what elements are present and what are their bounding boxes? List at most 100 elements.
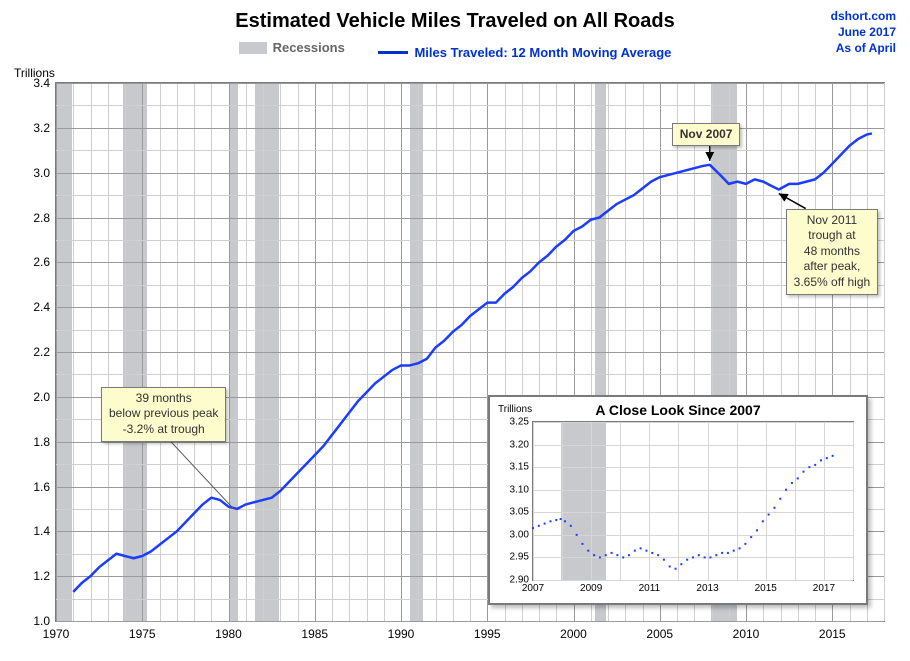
inset-marker bbox=[797, 477, 799, 479]
y-tick-label: 1.0 bbox=[33, 614, 50, 628]
inset-marker bbox=[640, 547, 642, 549]
legend: Recessions Miles Traveled: 12 Month Movi… bbox=[0, 40, 910, 60]
inset-x-tick-label: 2015 bbox=[755, 583, 777, 594]
source-date: June 2017 bbox=[838, 25, 896, 39]
inset-marker bbox=[581, 543, 583, 545]
annotation-arrow bbox=[779, 193, 806, 208]
y-tick-label: 2.8 bbox=[33, 211, 50, 225]
inset-marker bbox=[791, 482, 793, 484]
inset-marker bbox=[785, 489, 787, 491]
inset-marker bbox=[820, 459, 822, 461]
inset-marker bbox=[657, 554, 659, 556]
annotation-2011-trough: Nov 2011trough at48 monthsafter peak,3.6… bbox=[786, 209, 879, 295]
legend-recessions-label: Recessions bbox=[273, 40, 345, 55]
x-tick-label: 1980 bbox=[215, 627, 242, 641]
inset-marker bbox=[686, 559, 688, 561]
inset-marker bbox=[698, 554, 700, 556]
inset-y-tick-label: 2.95 bbox=[510, 552, 529, 563]
inset-marker bbox=[704, 556, 706, 558]
inset-marker bbox=[544, 523, 546, 525]
inset-marker bbox=[605, 554, 607, 556]
inset-marker bbox=[549, 520, 551, 522]
inset-marker bbox=[576, 534, 578, 536]
inset-marker bbox=[739, 547, 741, 549]
inset-marker bbox=[651, 552, 653, 554]
inset-y-tick-label: 3.20 bbox=[510, 439, 529, 450]
plot-area: Trillions A Close Look Since 2007 2.902.… bbox=[55, 82, 885, 622]
inset-title: A Close Look Since 2007 bbox=[490, 402, 866, 418]
inset-marker bbox=[555, 519, 557, 521]
inset-plot-area: 2.902.953.003.053.103.153.203.2520072009… bbox=[532, 421, 854, 581]
recession-swatch bbox=[239, 42, 267, 54]
x-tick-label: 2005 bbox=[646, 627, 673, 641]
inset-y-tick-label: 3.00 bbox=[510, 529, 529, 540]
inset-marker bbox=[826, 457, 828, 459]
inset-gridline-v bbox=[853, 422, 854, 580]
annotation-1980-dip: 39 monthsbelow previous peak-3.2% at tro… bbox=[101, 387, 226, 442]
inset-marker bbox=[832, 455, 834, 457]
inset-marker bbox=[762, 520, 764, 522]
inset-marker bbox=[750, 536, 752, 538]
y-tick-label: 2.4 bbox=[33, 300, 50, 314]
chart-container: Estimated Vehicle Miles Traveled on All … bbox=[0, 0, 910, 661]
inset-marker bbox=[593, 554, 595, 556]
inset-marker bbox=[692, 556, 694, 558]
annotation-leader bbox=[171, 442, 234, 509]
x-tick-label: 2015 bbox=[819, 627, 846, 641]
annotation-peak-2007: Nov 2007 bbox=[672, 123, 741, 147]
gridline-h bbox=[56, 621, 884, 622]
inset-y-tick-label: 3.10 bbox=[510, 484, 529, 495]
inset-marker bbox=[733, 550, 735, 552]
inset-marker bbox=[814, 464, 816, 466]
inset-marker bbox=[564, 520, 566, 522]
inset-panel: Trillions A Close Look Since 2007 2.902.… bbox=[488, 395, 868, 605]
y-tick-label: 3.2 bbox=[33, 121, 50, 135]
inset-gridline-h bbox=[533, 580, 853, 581]
inset-marker bbox=[538, 525, 540, 527]
inset-marker bbox=[675, 568, 677, 570]
inset-marker bbox=[709, 556, 711, 558]
y-tick-label: 1.2 bbox=[33, 569, 50, 583]
inset-marker bbox=[744, 543, 746, 545]
inset-x-tick-label: 2009 bbox=[580, 583, 602, 594]
inset-x-tick-label: 2011 bbox=[639, 583, 661, 594]
y-tick-label: 2.2 bbox=[33, 345, 50, 359]
inset-marker bbox=[779, 498, 781, 500]
inset-marker bbox=[570, 525, 572, 527]
inset-marker bbox=[808, 466, 810, 468]
x-tick-label: 1970 bbox=[43, 627, 70, 641]
inset-marker bbox=[803, 471, 805, 473]
y-tick-label: 2.6 bbox=[33, 255, 50, 269]
inset-y-tick-label: 3.15 bbox=[510, 462, 529, 473]
x-tick-label: 1995 bbox=[474, 627, 501, 641]
x-tick-label: 2010 bbox=[733, 627, 760, 641]
inset-x-tick-label: 2013 bbox=[696, 583, 718, 594]
y-tick-label: 1.8 bbox=[33, 435, 50, 449]
inset-x-tick-label: 2017 bbox=[813, 583, 835, 594]
inset-x-tick-label: 2007 bbox=[522, 583, 544, 594]
y-tick-label: 1.6 bbox=[33, 480, 50, 494]
inset-marker bbox=[727, 552, 729, 554]
source-site: dshort.com bbox=[831, 9, 896, 23]
inset-marker bbox=[634, 550, 636, 552]
inset-svg bbox=[533, 422, 853, 580]
inset-marker bbox=[680, 563, 682, 565]
x-tick-label: 1975 bbox=[129, 627, 156, 641]
inset-y-tick-label: 3.25 bbox=[510, 417, 529, 428]
y-tick-label: 1.4 bbox=[33, 524, 50, 538]
legend-recessions: Recessions bbox=[239, 40, 345, 55]
inset-marker bbox=[663, 559, 665, 561]
inset-marker bbox=[721, 552, 723, 554]
y-tick-label: 3.0 bbox=[33, 166, 50, 180]
inset-marker bbox=[645, 550, 647, 552]
series-line-swatch bbox=[378, 51, 408, 54]
inset-marker bbox=[587, 550, 589, 552]
x-tick-label: 2000 bbox=[560, 627, 587, 641]
inset-y-tick-label: 3.05 bbox=[510, 507, 529, 518]
x-tick-label: 1990 bbox=[388, 627, 415, 641]
legend-series: Miles Traveled: 12 Month Moving Average bbox=[378, 45, 671, 60]
inset-marker bbox=[773, 507, 775, 509]
y-tick-label: 2.0 bbox=[33, 390, 50, 404]
inset-marker bbox=[669, 565, 671, 567]
inset-marker bbox=[715, 554, 717, 556]
